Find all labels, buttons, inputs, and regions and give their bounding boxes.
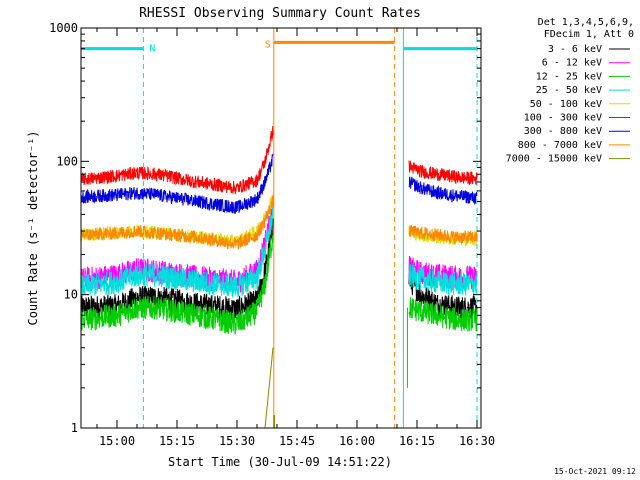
legend-entry-label: 300 - 800 keV xyxy=(524,126,602,137)
series-8 xyxy=(264,347,274,428)
plot-frame xyxy=(80,27,482,429)
series-2 xyxy=(81,235,478,388)
y-tick-label: 1 xyxy=(71,421,78,435)
series-line xyxy=(81,203,274,298)
series-line xyxy=(408,224,478,244)
legend-entry-label: 3 - 6 keV xyxy=(548,44,602,55)
legend-header-line: FDecim 1, Att 0 xyxy=(544,29,634,40)
legend-entry-label: 25 - 50 keV xyxy=(536,85,602,96)
legend-entry-label: 800 - 7000 keV xyxy=(518,140,602,151)
x-tick-label: 15:15 xyxy=(159,434,195,448)
series-7 xyxy=(81,195,478,250)
series-line xyxy=(408,264,478,296)
series-line xyxy=(408,176,478,205)
x-tick-label: 16:00 xyxy=(339,434,375,448)
series-line xyxy=(81,153,274,214)
y-axis-label: Count Rate (s⁻¹ detector⁻¹) xyxy=(26,130,40,325)
legend: Det 1,3,4,5,6,9,FDecim 1, Att 0 3 - 6 keV… xyxy=(506,17,634,165)
x-tick-label: 16:15 xyxy=(399,434,435,448)
series-line xyxy=(408,160,478,185)
series-line xyxy=(81,235,274,335)
legend-entry-label: 50 - 100 keV xyxy=(530,99,602,110)
x-tick-label: 15:00 xyxy=(99,434,135,448)
footer-date: 15-Oct-2021 09:12 xyxy=(554,467,636,476)
series-layer xyxy=(81,126,478,428)
x-tick-label: 15:45 xyxy=(279,434,315,448)
y-axis: 1 10 100 1000 xyxy=(49,21,481,435)
x-axis: 15:00 15:15 15:30 15:45 16:00 16:15 16:30 xyxy=(96,28,495,448)
series-3 xyxy=(81,203,478,298)
x-axis-label: Start Time (30-Jul-09 14:51:22) xyxy=(168,455,392,469)
series-line xyxy=(81,195,274,250)
saa-label: S xyxy=(265,39,271,50)
series-line xyxy=(81,126,274,195)
series-line xyxy=(408,297,478,332)
legend-entry-label: 12 - 25 keV xyxy=(536,71,602,82)
y-tick-label: 1000 xyxy=(49,21,78,35)
x-tick-label: 15:30 xyxy=(219,434,255,448)
legend-entry-label: 7000 - 15000 keV xyxy=(506,154,602,165)
series-line xyxy=(264,347,274,428)
chart-title: RHESSI Observing Summary Count Rates xyxy=(139,6,421,21)
series-5 xyxy=(81,126,478,195)
legend-header-line: Det 1,3,4,5,6,9, xyxy=(538,17,634,28)
y-tick-label: 10 xyxy=(64,288,78,302)
legend-entry-label: 100 - 300 keV xyxy=(524,113,602,124)
legend-entry-label: 6 - 12 keV xyxy=(542,58,602,69)
series-4 xyxy=(81,195,478,249)
y-tick-label: 100 xyxy=(56,154,78,168)
night-label: N xyxy=(149,44,155,55)
x-tick-label: 16:30 xyxy=(459,434,495,448)
series-6 xyxy=(81,153,478,214)
